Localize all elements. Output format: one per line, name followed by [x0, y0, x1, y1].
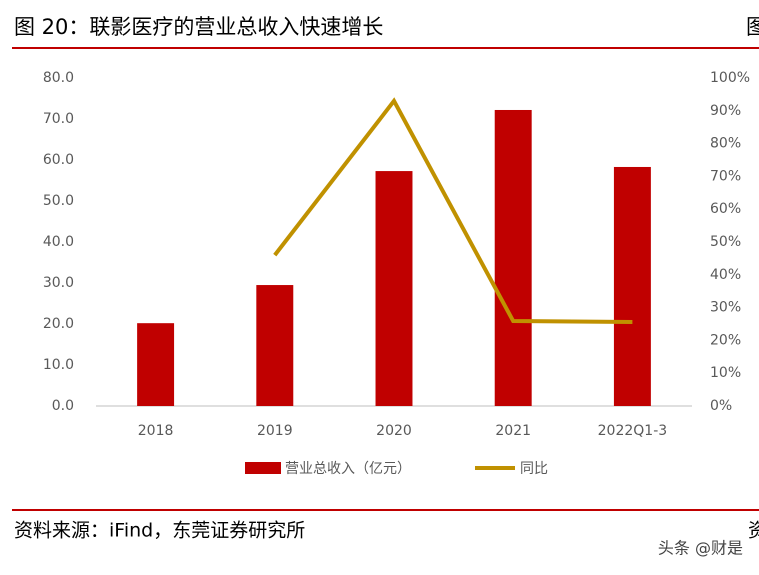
y2-tick-label: 20% — [710, 332, 741, 348]
bar — [137, 323, 175, 406]
watermark: 头条 @财是 — [658, 539, 743, 558]
y2-tick-label: 100% — [710, 70, 750, 86]
y2-tick-label: 90% — [710, 103, 741, 119]
x-tick-label: 2018 — [138, 423, 174, 439]
y2-tick-label: 50% — [710, 234, 741, 250]
y2-tick-label: 40% — [710, 267, 741, 283]
bar — [613, 166, 651, 406]
title-fragment: 图 — [746, 15, 759, 39]
bar — [256, 285, 294, 406]
y-tick-label: 20.0 — [43, 316, 74, 332]
line — [273, 97, 633, 325]
y-tick-label: 80.0 — [43, 70, 74, 86]
source-fragment: 资 — [748, 520, 759, 542]
y-tick-label: 60.0 — [43, 152, 74, 168]
y-tick-label: 40.0 — [43, 234, 74, 250]
y-tick-label: 0.0 — [52, 398, 74, 414]
y2-tick-label: 70% — [710, 168, 741, 184]
y-tick-label: 70.0 — [43, 111, 74, 127]
source: 资料来源：iFind，东莞证券研究所 — [14, 520, 305, 542]
x-tick-label: 2020 — [376, 423, 412, 439]
bar — [375, 171, 413, 406]
x-tick-label: 2021 — [495, 423, 531, 439]
y-tick-label: 30.0 — [43, 275, 74, 291]
y2-tick-label: 80% — [710, 136, 741, 152]
y2-tick-label: 30% — [710, 300, 741, 316]
y-tick-label: 50.0 — [43, 193, 74, 209]
x-tick-label: 2022Q1-3 — [598, 423, 668, 439]
legend-swatch — [245, 462, 281, 474]
y2-tick-label: 60% — [710, 201, 741, 217]
legend-label: 同比 — [520, 461, 548, 477]
y-tick-label: 10.0 — [43, 357, 74, 373]
chart-title: 图 20：联影医疗的营业总收入快速增长 — [14, 15, 383, 39]
y2-tick-label: 10% — [710, 365, 741, 381]
x-tick-label: 2019 — [257, 423, 293, 439]
legend-label: 营业总收入（亿元） — [285, 461, 411, 477]
bar — [494, 109, 532, 406]
y2-tick-label: 0% — [710, 398, 732, 414]
